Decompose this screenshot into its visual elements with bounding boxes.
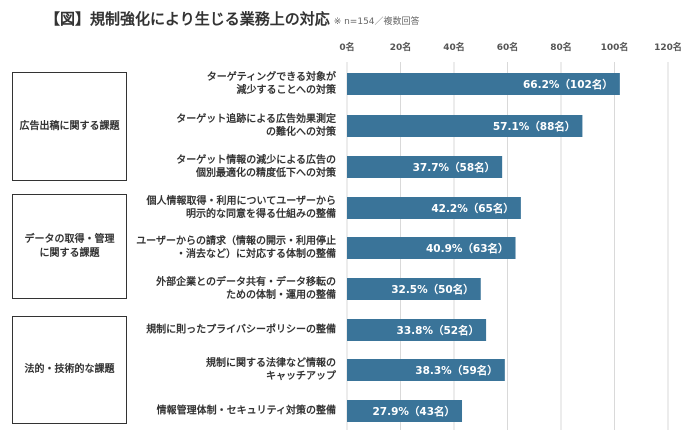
category-label: ユーザーからの請求（情報の開示・利用停止 ・消去など）に対応する体制の整備: [136, 236, 336, 260]
data-label: 57.1%（88名）: [493, 120, 576, 133]
bar: [347, 73, 620, 95]
category-label: ターゲット情報の減少による広告の 個別最適化の精度低下への対策: [176, 155, 336, 179]
x-tick-label: 80名: [550, 41, 572, 53]
x-tick-label: 120名: [654, 41, 682, 53]
bar: [347, 278, 481, 300]
chart-title: 【図】規制強化により生じる業務上の対応 ※ n=154／複数回答: [45, 8, 420, 29]
category-label: 外部企業とのデータ共有・データ移転の ための体制・運用の整備: [156, 277, 336, 301]
category-label: 規制に則ったプライバシーポリシーの整備: [146, 324, 336, 336]
category-label: 個人情報取得・利用についてユーザーから 明示的な同意を得る仕組みの整備: [146, 196, 337, 220]
title-text: 【図】規制強化により生じる業務上の対応: [45, 10, 330, 28]
x-tick-label: 40名: [443, 41, 465, 53]
category-label: 規制に関する法律など情報の キャッチアップ: [206, 358, 336, 382]
category-label: ターゲット追跡による広告効果測定 の難化への対策: [176, 114, 336, 138]
data-label: 42.2%（65名）: [431, 202, 514, 215]
data-label: 33.8%（52名）: [397, 324, 480, 337]
category-label: ターゲティングできる対象が 減少することへの対策: [206, 72, 336, 96]
data-label: 40.9%（63名）: [426, 242, 509, 255]
bar: [347, 319, 487, 341]
data-label: 66.2%（102名）: [523, 78, 613, 91]
group-box: 広告出稿に関する課題: [12, 72, 127, 181]
sample-note: ※ n=154／複数回答: [333, 17, 420, 27]
category-label: 情報管理体制・セキュリティ対策の整備: [156, 405, 336, 417]
data-label: 37.7%（58名）: [413, 161, 496, 174]
x-tick-label: 20名: [390, 41, 412, 53]
x-tick-label: 0名: [339, 41, 354, 53]
x-tick-label: 100名: [601, 41, 629, 53]
group-box: 法的・技術的な課題: [12, 316, 127, 424]
x-tick-label: 60名: [497, 41, 519, 53]
group-box: データの取得・管理 に関する課題: [12, 194, 127, 299]
bar: [347, 197, 521, 219]
data-label: 38.3%（59名）: [415, 364, 498, 377]
data-label: 27.9%（43名）: [372, 405, 455, 418]
bar: [347, 400, 463, 422]
data-label: 32.5%（50名）: [391, 283, 474, 296]
bar: [347, 237, 516, 259]
bar: [347, 156, 503, 178]
bar: [347, 359, 505, 381]
bar: [347, 115, 583, 137]
